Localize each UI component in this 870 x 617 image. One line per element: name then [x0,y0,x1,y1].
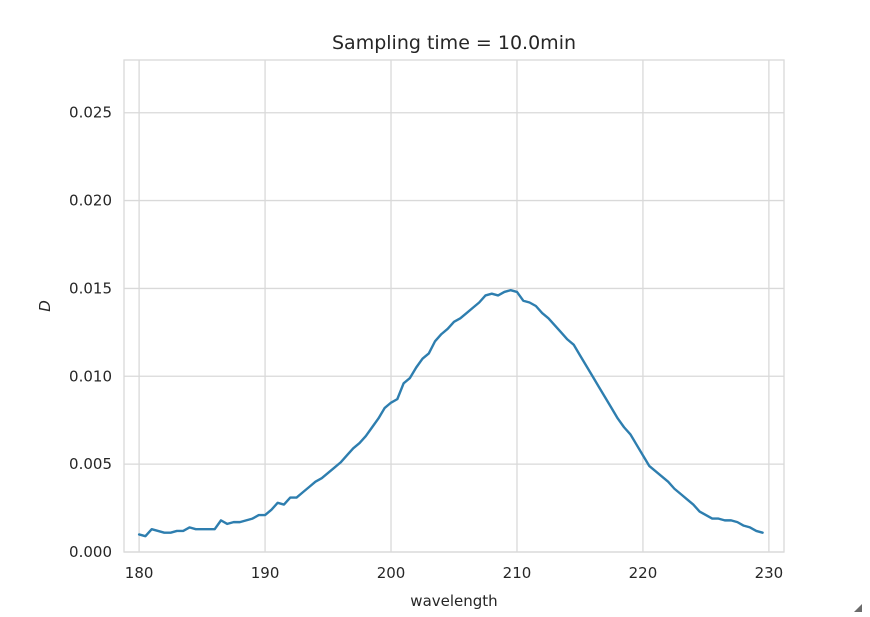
x-tick-label-4: 220 [629,564,658,582]
x-tick-label-0: 180 [125,564,154,582]
y-tick-label-1: 0.005 [69,455,112,473]
y-tick-label-3: 0.015 [69,279,112,297]
y-axis-label: D [36,300,54,312]
y-tick-label-2: 0.010 [69,367,112,385]
x-axis-label: wavelength [410,592,497,610]
series-layer [137,288,764,538]
plot-area-frame [123,59,785,553]
y-tick-label-4: 0.020 [69,192,112,210]
x-tick-label-3: 210 [503,564,532,582]
grid [124,60,784,553]
y-tick-label-0: 0.000 [69,543,112,561]
y-tick-label-5: 0.025 [69,104,112,122]
series-line-0 [137,288,764,538]
x-tick-label-2: 200 [377,564,406,582]
tick-labels: 180 190 200 210 220 230 0.000 0.005 0.010 0.015 0.… [69,104,783,582]
chart-title: Sampling time = 10.0min [332,32,576,54]
x-tick-label-5: 230 [755,564,784,582]
x-tick-label-1: 190 [251,564,280,582]
resize-grip-icon[interactable] [854,604,862,612]
